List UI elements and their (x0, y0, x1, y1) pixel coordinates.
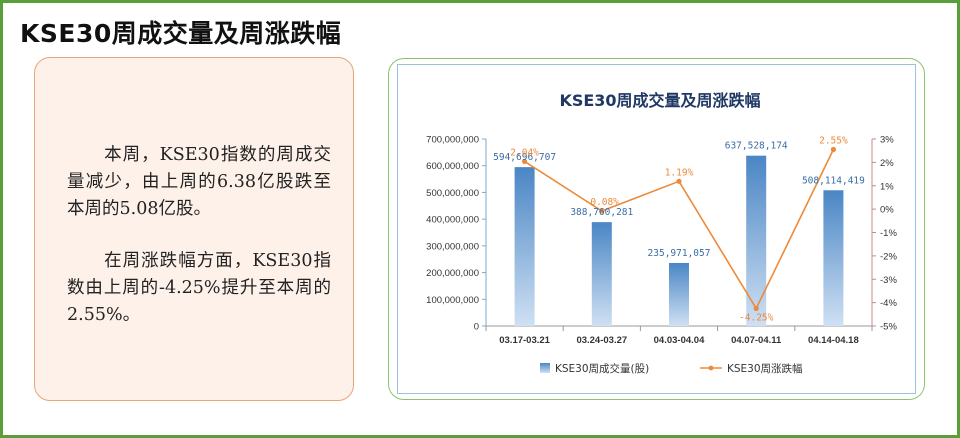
right-tick-label: -1% (880, 228, 897, 239)
change-data-label: -4.25% (739, 312, 774, 323)
x-tick-label: 03.24-03.27 (576, 335, 627, 346)
volume-bar (746, 155, 767, 326)
legend-bar-label: KSE30周成交量(股) (555, 362, 649, 375)
right-tick-label: 1% (880, 181, 894, 192)
change-point (753, 305, 759, 312)
volume-bar (823, 190, 844, 326)
change-data-label: 2.04% (510, 147, 539, 158)
left-tick-label: 300,000,000 (426, 241, 479, 252)
left-tick-label: 700,000,000 (426, 135, 479, 146)
volume-data-label: 388,760,281 (570, 207, 633, 218)
volume-bar (514, 167, 535, 326)
x-tick-label: 04.07-04.11 (731, 335, 782, 346)
legend-line-marker (708, 365, 714, 371)
change-point (830, 146, 837, 153)
change-point (522, 158, 528, 165)
legend-line-label: KSE30周涨跌幅 (727, 362, 803, 375)
right-tick-label: -2% (880, 251, 897, 262)
left-tick-label: 600,000,000 (426, 161, 479, 172)
right-tick-label: -5% (880, 322, 897, 333)
change-data-label: 1.19% (665, 167, 694, 178)
right-tick-label: 0% (880, 205, 894, 216)
summary-paragraph-volume: 本周，KSE30指数的周成交量减少，由上周的6.38亿股跌至本周的5.08亿股。 (67, 145, 331, 219)
volume-bar (669, 262, 689, 326)
volume-data-label: 594,696,707 (493, 152, 556, 163)
left-tick-label: 400,000,000 (426, 215, 479, 226)
x-tick-label: 04.14-04.18 (808, 335, 859, 346)
summary-card: 本周，KSE30指数的周成交量减少，由上周的6.38亿股跌至本周的5.08亿股。… (34, 57, 354, 401)
right-tick-label: -4% (880, 298, 897, 309)
volume-data-label: 235,971,057 (648, 248, 711, 259)
left-tick-label: 200,000,000 (426, 268, 479, 279)
right-tick-label: 3% (880, 135, 894, 146)
right-tick-label: -3% (880, 275, 897, 286)
change-point (676, 178, 682, 184)
chart-title: KSE30周成交量及周涨跌幅 (559, 91, 760, 110)
change-point (599, 208, 605, 214)
left-tick-label: 500,000,000 (426, 188, 479, 199)
right-tick-label: 2% (880, 158, 894, 169)
volume-data-label: 637,528,174 (725, 141, 788, 152)
x-tick-label: 03.17-03.21 (499, 335, 550, 346)
volume-bar (591, 222, 612, 326)
page-title: KSE30周成交量及周涨跌幅 (20, 19, 342, 48)
change-data-label: 2.55% (819, 136, 848, 147)
x-tick-label: 04.03-04.04 (654, 335, 705, 346)
left-tick-label: 0 (474, 322, 479, 333)
summary-paragraph-change: 在周涨跌幅方面，KSE30指数由上周的-4.25%提升至本周的2.55%。 (67, 251, 331, 325)
change-data-label: -0.08% (585, 197, 620, 208)
left-tick-label: 100,000,000 (426, 295, 479, 306)
volume-data-label: 508,114,419 (802, 175, 865, 186)
legend-bar-swatch (540, 363, 550, 373)
